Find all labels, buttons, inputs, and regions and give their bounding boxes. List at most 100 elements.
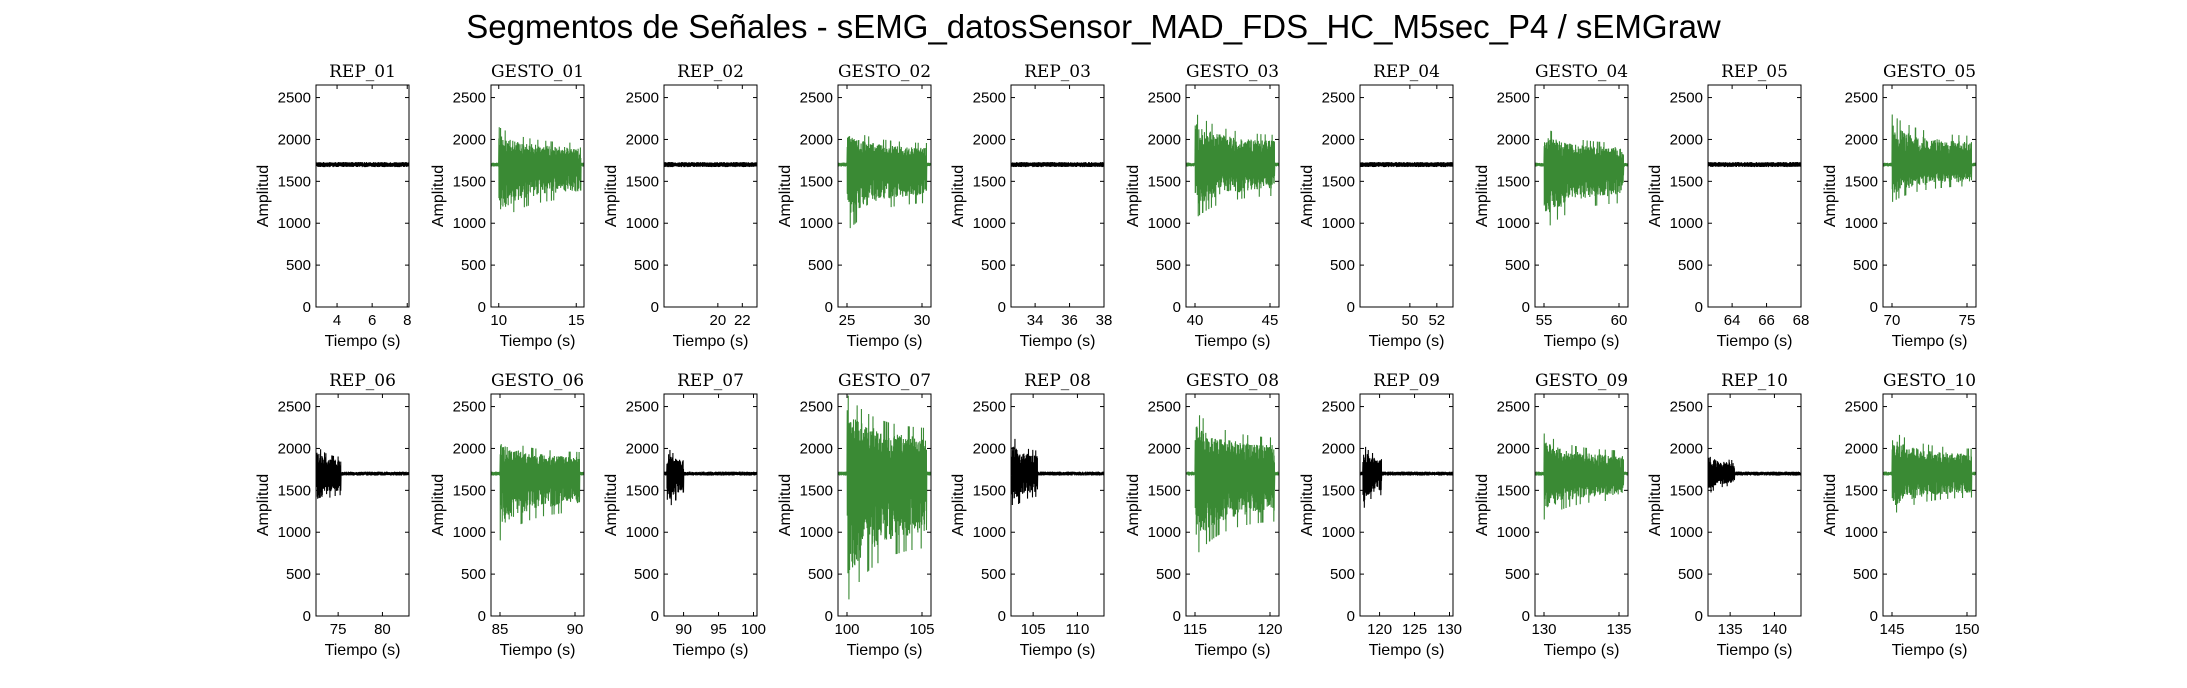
subplot-rep-06: REP_06 0 500 1000 1500 2000 2500 75 80 Tiempo (s)… — [255, 371, 410, 659]
x-tick-label: 75 — [1959, 312, 1976, 329]
x-tick-label: 145 — [1879, 621, 1904, 638]
subplot-gesto-10: GESTO_10 0 500 1000 1500 2000 2500 145 150 Tiempo… — [1822, 371, 1980, 659]
y-tick-label: 1000 — [1845, 524, 1878, 541]
subplot-gesto-01: GESTO_01 0 500 1000 1500 2000 2500 10 15 Tiempo (… — [430, 62, 585, 350]
y-tick-label: 1500 — [800, 173, 833, 190]
x-tick-label: 70 — [1884, 312, 1901, 329]
y-tick-label: 0 — [1173, 299, 1181, 316]
y-tick-label: 0 — [1695, 608, 1703, 625]
y-tick-label: 0 — [1522, 299, 1530, 316]
x-axis-label: Tiempo (s) — [500, 333, 576, 350]
y-tick-label: 2500 — [800, 90, 833, 107]
axes-box — [1185, 393, 1280, 617]
x-tick-label: 60 — [1611, 312, 1628, 329]
subplot-title: GESTO_07 — [838, 371, 931, 391]
y-tick-label: 500 — [981, 566, 1006, 583]
y-tick-label: 500 — [461, 566, 486, 583]
axes-box — [1534, 84, 1629, 308]
signal-trace — [316, 162, 409, 168]
y-tick-label: 1500 — [1322, 482, 1355, 499]
y-tick-label: 500 — [1330, 566, 1355, 583]
y-tick-label: 0 — [998, 299, 1006, 316]
figure-title: Segmentos de Señales - sEMG_datosSensor_… — [466, 8, 1721, 45]
x-tick-label: 140 — [1762, 621, 1787, 638]
signal-trace — [1186, 415, 1279, 553]
x-tick-label: 105 — [909, 621, 934, 638]
x-axis-label: Tiempo (s) — [1369, 642, 1445, 659]
y-tick-label: 0 — [1347, 608, 1355, 625]
subplot-title: REP_10 — [1721, 371, 1788, 391]
y-tick-label: 500 — [634, 566, 659, 583]
y-tick-label: 2500 — [626, 399, 659, 416]
signal-trace — [1708, 456, 1801, 493]
y-tick-label: 2500 — [1322, 90, 1355, 107]
y-tick-label: 1500 — [453, 482, 486, 499]
subplot-gesto-09: GESTO_09 0 500 1000 1500 2000 2500 130 135 Tiempo… — [1474, 371, 1632, 659]
subplot-rep-04: REP_04 0 500 1000 1500 2000 2500 50 52 Tiempo (s)… — [1299, 62, 1454, 350]
y-axis-label: Amplitud — [777, 165, 794, 227]
x-tick-label: 150 — [1954, 621, 1979, 638]
x-axis-label: Tiempo (s) — [673, 642, 749, 659]
x-tick-label: 110 — [1065, 621, 1089, 638]
y-tick-label: 1000 — [626, 215, 659, 232]
x-tick-label: 120 — [1367, 621, 1392, 638]
subplot-title: GESTO_08 — [1186, 371, 1279, 391]
x-axis-label: Tiempo (s) — [673, 333, 749, 350]
y-tick-label: 2000 — [800, 440, 833, 457]
y-axis-label: Amplitud — [1125, 474, 1142, 536]
y-tick-label: 2000 — [278, 440, 311, 457]
x-tick-label: 20 — [709, 312, 726, 329]
subplot-gesto-07: GESTO_07 0 500 1000 1500 2000 2500 100 105 Tiempo… — [777, 371, 935, 659]
y-tick-label: 500 — [286, 257, 311, 274]
x-tick-label: 105 — [1021, 621, 1046, 638]
y-axis-label: Amplitud — [603, 474, 620, 536]
y-axis-label: Amplitud — [1647, 165, 1664, 227]
y-tick-label: 1000 — [1670, 524, 1703, 541]
axes-box — [1882, 393, 1977, 617]
y-tick-label: 1500 — [973, 173, 1006, 190]
subplot-title: REP_01 — [329, 62, 396, 82]
subplot-rep-08: REP_08 0 500 1000 1500 2000 2500 105 110 Tiempo (… — [950, 371, 1105, 659]
subplot-title: GESTO_09 — [1535, 371, 1628, 391]
y-axis-label: Amplitud — [777, 474, 794, 536]
x-axis-label: Tiempo (s) — [1717, 642, 1793, 659]
x-tick-label: 125 — [1402, 621, 1427, 638]
axes-box — [315, 84, 410, 308]
x-axis-label: Tiempo (s) — [1544, 642, 1620, 659]
subplot-gesto-03: GESTO_03 0 500 1000 1500 2000 2500 40 45 Tiempo (… — [1125, 62, 1280, 350]
axes-box — [1010, 84, 1105, 308]
y-tick-label: 1500 — [1148, 173, 1181, 190]
axes-box — [1534, 393, 1629, 617]
y-tick-label: 1500 — [1670, 482, 1703, 499]
x-axis-label: Tiempo (s) — [1195, 642, 1271, 659]
subplot-title: GESTO_04 — [1535, 62, 1628, 82]
x-axis-label: Tiempo (s) — [1892, 642, 1968, 659]
y-axis-label: Amplitud — [1822, 474, 1839, 536]
y-tick-label: 500 — [1678, 566, 1703, 583]
signal-trace — [838, 135, 931, 229]
y-tick-label: 1000 — [1670, 215, 1703, 232]
y-tick-label: 1000 — [1497, 524, 1530, 541]
x-tick-label: 90 — [675, 621, 692, 638]
y-tick-label: 1500 — [1497, 482, 1530, 499]
signal-trace — [838, 395, 931, 600]
y-tick-label: 2000 — [626, 131, 659, 148]
y-tick-label: 1000 — [1148, 524, 1181, 541]
subplot-title: REP_05 — [1721, 62, 1788, 82]
y-axis-label: Amplitud — [950, 165, 967, 227]
y-tick-label: 2500 — [1670, 399, 1703, 416]
y-tick-label: 2000 — [1670, 440, 1703, 457]
y-tick-label: 2000 — [626, 440, 659, 457]
y-axis-label: Amplitud — [603, 165, 620, 227]
x-axis-label: Tiempo (s) — [1020, 642, 1096, 659]
subplot-title: REP_07 — [677, 371, 744, 391]
y-tick-label: 1000 — [1845, 215, 1878, 232]
subplot-title: REP_08 — [1024, 371, 1091, 391]
subplot-title: REP_02 — [677, 62, 744, 82]
axes-box — [1359, 84, 1454, 308]
y-axis-label: Amplitud — [255, 165, 272, 227]
axes-box — [1010, 393, 1105, 617]
x-tick-label: 38 — [1096, 312, 1113, 329]
